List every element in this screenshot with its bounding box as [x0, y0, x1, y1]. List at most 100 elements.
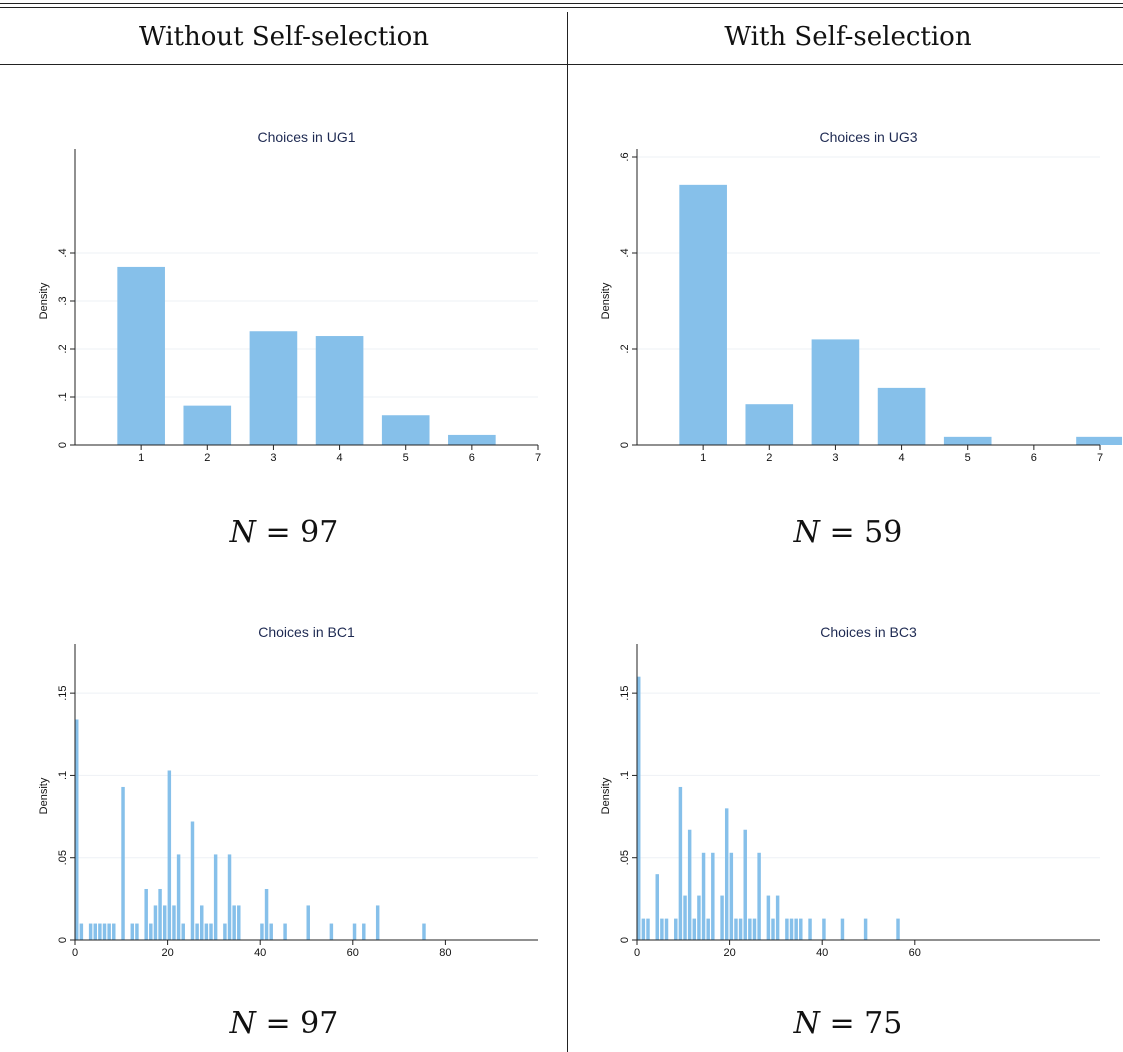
bar — [745, 404, 794, 445]
bar — [306, 905, 310, 940]
y-tick-label: .4 — [57, 248, 69, 257]
bar — [655, 874, 659, 940]
bar — [641, 918, 646, 940]
n-value: = 97 — [265, 1006, 339, 1041]
bar — [121, 786, 125, 940]
y-tick-label: 0 — [57, 442, 69, 448]
bar — [117, 266, 165, 445]
x-tick-label: 3 — [832, 452, 838, 464]
x-tick-label: 6 — [469, 452, 475, 464]
column-header-right: With Self-selection — [724, 22, 972, 52]
bar — [674, 918, 678, 940]
bar — [811, 339, 860, 445]
bar — [79, 923, 84, 940]
y-tick-label: .15 — [57, 685, 69, 700]
chart-panel-bc1: Choices in BC10.05.1.15020406080BC1Densi… — [20, 615, 560, 960]
bar — [181, 923, 185, 940]
n-label-ug1: N = 97 — [4, 515, 564, 550]
bar — [877, 387, 926, 445]
bar — [153, 905, 158, 940]
x-tick-label: 40 — [254, 947, 266, 959]
n-var: N — [793, 1006, 820, 1041]
bar — [678, 786, 683, 940]
y-tick-label: 0 — [619, 937, 631, 943]
y-tick-label: .2 — [619, 344, 631, 353]
bar — [687, 829, 692, 940]
bar — [706, 918, 710, 940]
bar — [190, 821, 195, 940]
x-tick-label: 7 — [1097, 452, 1103, 464]
x-tick-label: 60 — [347, 947, 359, 959]
top-double-rule-1 — [0, 3, 1123, 4]
bar — [329, 923, 334, 940]
bar — [232, 905, 236, 940]
bar — [646, 918, 650, 940]
bar — [352, 923, 357, 940]
y-tick-label: .2 — [57, 344, 69, 353]
bar — [204, 923, 209, 940]
bar — [283, 923, 287, 940]
header-rule — [0, 64, 1123, 65]
bar — [381, 415, 430, 445]
bar — [107, 923, 111, 940]
bar — [209, 923, 213, 940]
bar — [748, 918, 752, 940]
y-tick-label: .4 — [619, 248, 631, 257]
bar — [683, 895, 687, 940]
chart-bc1: Choices in BC10.05.1.15020406080BC1Densi… — [38, 624, 538, 959]
y-axis-label: Density — [38, 777, 50, 814]
n-value: = 75 — [829, 1006, 903, 1041]
bar — [227, 854, 232, 940]
bar — [448, 434, 496, 445]
x-tick-label: 0 — [72, 947, 78, 959]
bar — [664, 918, 669, 940]
x-tick-label: 2 — [766, 452, 772, 464]
y-tick-label: 0 — [57, 937, 69, 943]
bar — [720, 895, 724, 940]
bar — [863, 918, 868, 940]
bar — [130, 923, 135, 940]
column-header-left: Without Self-selection — [138, 22, 430, 52]
bar — [172, 905, 176, 940]
bar — [200, 905, 204, 940]
bar — [167, 770, 172, 940]
y-tick-label: .1 — [619, 771, 631, 780]
x-tick-label: 1 — [138, 452, 144, 464]
bar — [135, 923, 139, 940]
bar — [176, 854, 181, 940]
y-tick-label: .1 — [57, 392, 69, 401]
bar — [88, 923, 93, 940]
bar — [98, 923, 102, 940]
bar — [943, 436, 992, 445]
x-tick-label: 0 — [634, 947, 640, 959]
x-tick-label: 40 — [816, 947, 828, 959]
chart-title: Choices in BC1 — [258, 624, 355, 640]
bar — [701, 852, 706, 940]
bar — [637, 676, 641, 940]
x-tick-label: 2 — [204, 452, 210, 464]
x-tick-label: 6 — [1031, 452, 1037, 464]
bar — [249, 331, 298, 445]
n-var: N — [229, 515, 256, 550]
bar — [840, 918, 845, 940]
bar — [75, 719, 79, 940]
bar — [660, 918, 664, 940]
bar — [269, 923, 273, 940]
bar — [144, 888, 148, 940]
bar — [896, 918, 900, 940]
bar — [697, 895, 701, 940]
x-tick-label: 5 — [965, 452, 971, 464]
n-label-bc1: N = 97 — [4, 1006, 564, 1041]
bar — [679, 184, 727, 445]
n-value: = 97 — [265, 515, 339, 550]
chart-title: Choices in BC3 — [820, 624, 917, 640]
bar — [149, 923, 153, 940]
n-label-ug3: N = 59 — [568, 515, 1123, 550]
x-tick-label: 5 — [403, 452, 409, 464]
y-axis-label: Density — [600, 777, 612, 814]
bar — [711, 852, 715, 940]
